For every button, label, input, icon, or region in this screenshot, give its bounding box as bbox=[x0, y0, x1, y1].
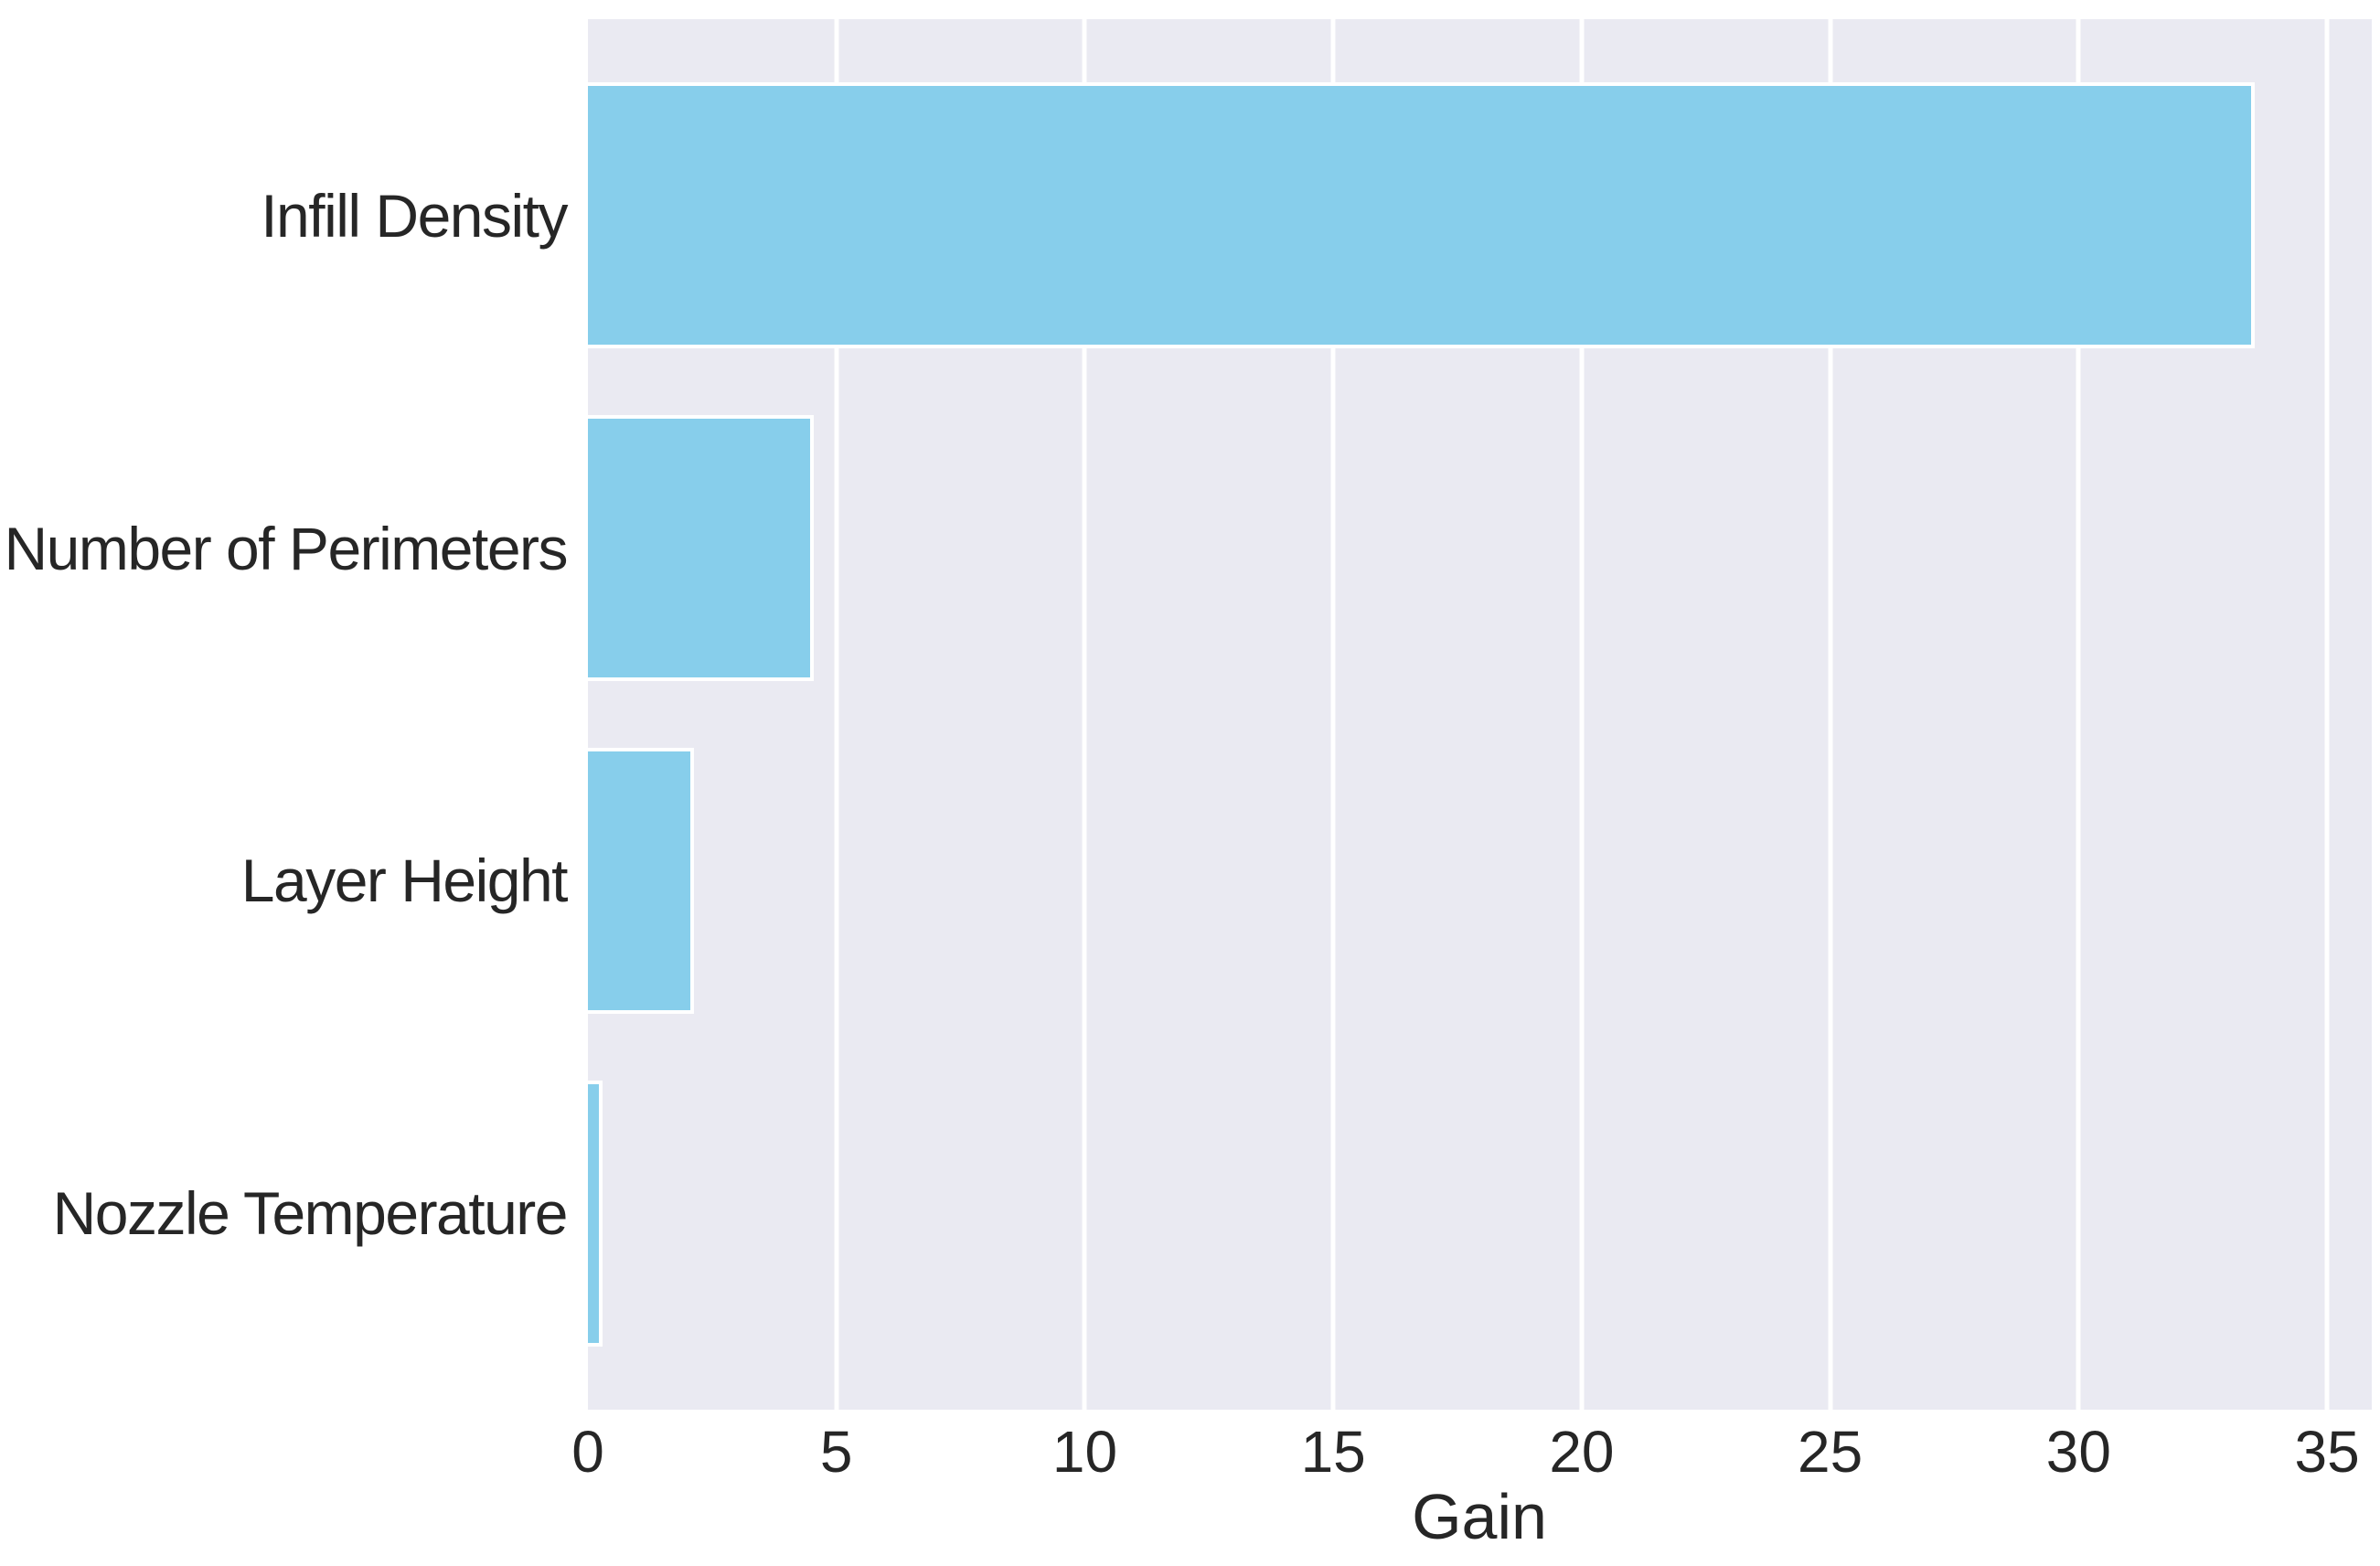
bar-nozzle-temperature bbox=[588, 1080, 603, 1347]
bar-layer-height bbox=[588, 747, 695, 1014]
plot-area bbox=[588, 19, 2372, 1410]
x-tick-35: 35 bbox=[2294, 1419, 2360, 1485]
y-label-number-of-perimeters: Number of Perimeters bbox=[4, 514, 568, 582]
x-tick-25: 25 bbox=[1798, 1419, 1863, 1485]
x-tick-15: 15 bbox=[1300, 1419, 1366, 1485]
y-label-nozzle-temperature: Nozzle Temperature bbox=[52, 1179, 569, 1248]
x-tick-5: 5 bbox=[819, 1419, 853, 1485]
y-label-infill-density: Infill Density bbox=[261, 181, 568, 250]
x-tick-10: 10 bbox=[1051, 1419, 1118, 1485]
x-tick-30: 30 bbox=[2045, 1419, 2111, 1485]
bar-infill-density bbox=[588, 82, 2255, 349]
gridline-x-30 bbox=[2076, 19, 2081, 1410]
x-tick-0: 0 bbox=[571, 1419, 604, 1485]
y-label-layer-height: Layer Height bbox=[240, 847, 569, 915]
gridline-x-15 bbox=[1330, 19, 1336, 1410]
gridline-x-25 bbox=[1828, 19, 1833, 1410]
gridline-x-20 bbox=[1579, 19, 1585, 1410]
bar-number-of-perimeters bbox=[588, 415, 814, 682]
x-axis-title: Gain bbox=[1412, 1481, 1547, 1552]
x-tick-20: 20 bbox=[1549, 1419, 1615, 1485]
gridline-x-35 bbox=[2324, 19, 2330, 1410]
gridline-x-10 bbox=[1082, 19, 1087, 1410]
gridline-x-5 bbox=[834, 19, 839, 1410]
